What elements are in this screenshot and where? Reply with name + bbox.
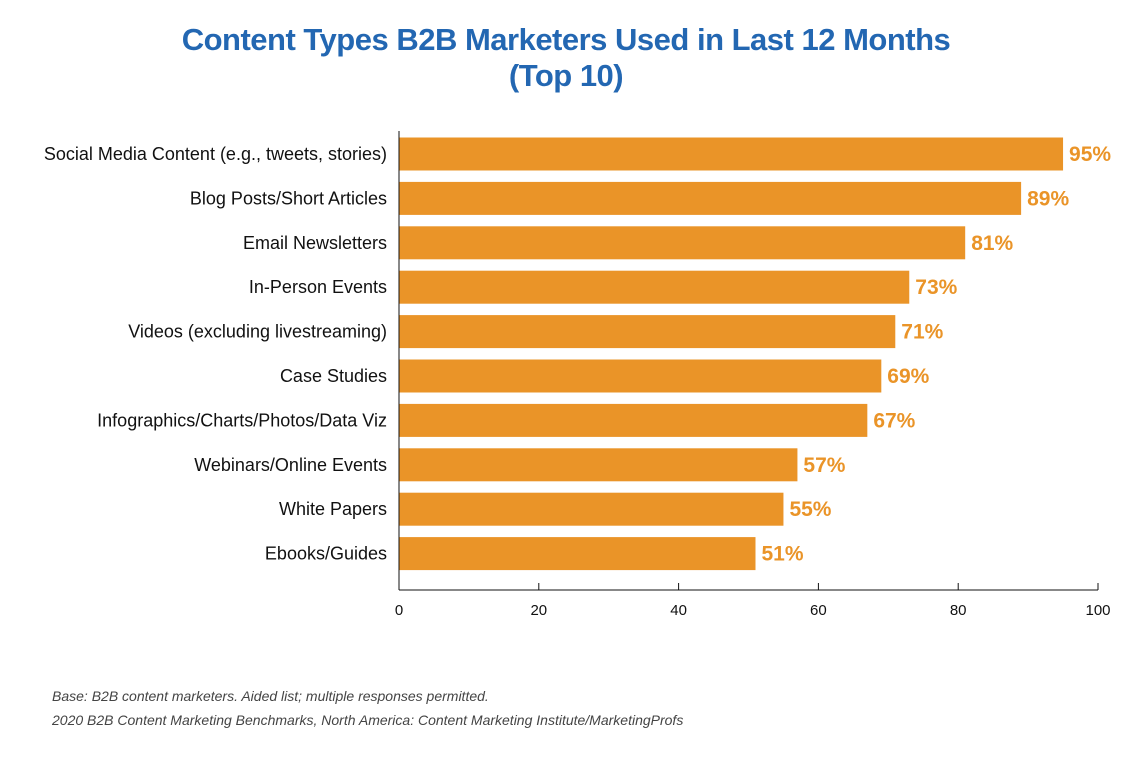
category-label: Blog Posts/Short Articles: [190, 188, 387, 208]
category-label: Email Newsletters: [243, 233, 387, 253]
value-label: 57%: [803, 454, 845, 477]
bar: [399, 448, 798, 482]
value-label: 95%: [1069, 143, 1111, 166]
bar: [399, 315, 896, 349]
x-tick-label: 100: [1085, 602, 1110, 619]
chart-subtitle: (Top 10): [508, 58, 624, 93]
footnote-source: 2020 B2B Content Marketing Benchmarks, N…: [52, 712, 684, 728]
chart-title-block: Content Types B2B Marketers Used in Last…: [0, 22, 1132, 94]
category-label: Social Media Content (e.g., tweets, stor…: [44, 144, 387, 164]
x-tick-label: 80: [950, 602, 967, 619]
category-label: Infographics/Charts/Photos/Data Viz: [97, 410, 387, 430]
value-label: 67%: [873, 409, 915, 432]
chart-title: Content Types B2B Marketers Used in Last…: [181, 22, 951, 57]
bar: [399, 226, 966, 260]
bar: [399, 492, 784, 526]
bar: [399, 181, 1022, 215]
bar: [399, 359, 882, 393]
footnote-base: Base: B2B content marketers. Aided list;…: [52, 688, 489, 704]
bars-group: [399, 137, 1064, 571]
x-tick-label: 0: [395, 602, 403, 619]
category-label: Webinars/Online Events: [194, 455, 387, 475]
value-label: 55%: [789, 498, 831, 521]
value-label: 89%: [1027, 187, 1069, 210]
bar-chart: Social Media Content (e.g., tweets, stor…: [44, 131, 1111, 619]
value-label: 71%: [901, 321, 943, 344]
category-label: Videos (excluding livestreaming): [128, 322, 387, 342]
value-labels-group: 95%89% 81% 73% 71% 69% 67% 57% 55% 51%: [761, 143, 1111, 566]
category-label: Ebooks/Guides: [265, 544, 387, 564]
x-tick-label: 60: [810, 602, 827, 619]
value-label: 73%: [915, 276, 957, 299]
value-label: 81%: [971, 232, 1013, 255]
category-label: Case Studies: [280, 366, 387, 386]
bar: [399, 537, 756, 571]
value-label: 69%: [887, 365, 929, 388]
bar: [399, 137, 1064, 171]
bar: [399, 403, 868, 437]
category-label: White Papers: [279, 499, 387, 519]
category-label: In-Person Events: [249, 277, 387, 297]
axes-group: 0 20 40 60 80 100: [395, 131, 1111, 619]
value-label: 51%: [761, 543, 803, 566]
category-labels-group: Social Media Content (e.g., tweets, stor…: [44, 144, 387, 564]
x-tick-label: 40: [670, 602, 687, 619]
x-tick-label: 20: [530, 602, 547, 619]
bar: [399, 270, 910, 304]
